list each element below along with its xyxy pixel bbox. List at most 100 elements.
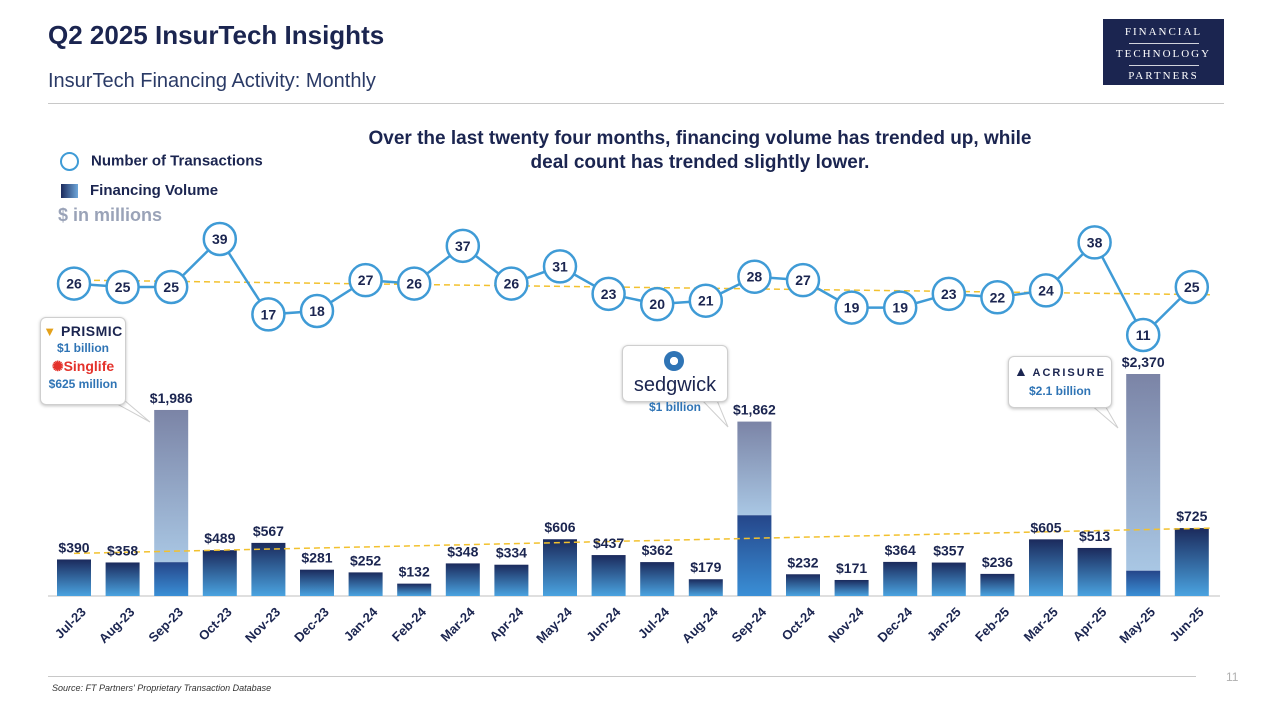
- prismic-name: PRISMIC: [60, 323, 123, 339]
- bar-nov-24: [834, 579, 869, 596]
- page-subtitle: InsurTech Financing Activity: Monthly: [48, 70, 376, 92]
- acrisure-name: ACRISURE: [1032, 367, 1106, 379]
- bar-jul-23: [57, 559, 91, 596]
- bar-value-label: $2,370: [1122, 354, 1165, 370]
- bar-jul-24: [640, 562, 675, 596]
- transaction-count-label: 38: [1087, 234, 1103, 250]
- bar-nov-23: [251, 542, 286, 596]
- bar-base-segment: [737, 515, 772, 596]
- bar-value-label: $357: [933, 543, 964, 559]
- bar-aug-24: [688, 579, 723, 596]
- ft-partners-logo: FINANCIAL TECHNOLOGY PARTNERS: [1103, 19, 1224, 85]
- x-tick-label: Jul-23: [52, 604, 89, 641]
- transaction-count-label: 24: [1038, 282, 1054, 298]
- bar-dec-24: [883, 561, 918, 596]
- prismic-logo: ▼ PRISMIC: [41, 323, 125, 339]
- x-tick-label: May-25: [1116, 604, 1158, 646]
- bar-highlight-segment: [737, 421, 772, 516]
- singlife-icon: ✺: [51, 358, 64, 374]
- prismic-icon: ▼: [43, 324, 57, 339]
- logo-line-3: PARTNERS: [1128, 70, 1199, 82]
- transaction-count-label: 18: [309, 303, 325, 319]
- transaction-count-label: 17: [261, 306, 277, 322]
- x-tick-label: Jun-25: [1166, 604, 1206, 644]
- acrisure-amount: $2.1 billion: [1028, 384, 1091, 398]
- bar-feb-25: [980, 573, 1015, 596]
- bar-value-label: $252: [350, 552, 381, 568]
- x-tick-label: Jan-25: [924, 604, 964, 644]
- bar-feb-24: [397, 583, 432, 596]
- bar-value-label: $171: [836, 560, 867, 576]
- x-tick-label: Oct-23: [195, 604, 234, 643]
- bar-jan-25: [931, 562, 966, 596]
- transaction-marker: [396, 266, 432, 301]
- bar-value-label: $567: [253, 523, 284, 539]
- bar-value-label: $358: [107, 542, 138, 558]
- sedgwick-name: sedgwick: [633, 374, 717, 396]
- x-tick-label: Nov-24: [825, 604, 867, 646]
- bar-value-label: $232: [787, 554, 818, 570]
- transaction-count-label: 26: [406, 276, 422, 292]
- bar-base-segment: [154, 562, 189, 596]
- x-tick-label: Mar-25: [1021, 604, 1061, 644]
- source-note: Source: FT Partners' Proprietary Transac…: [52, 683, 272, 693]
- transaction-marker: [542, 249, 578, 284]
- transaction-count-label: 23: [941, 286, 957, 302]
- x-tick-label: Jul-24: [635, 604, 673, 642]
- transaction-marker: [1125, 317, 1161, 353]
- bar-value-label: $348: [447, 543, 478, 559]
- transaction-marker: [980, 280, 1015, 315]
- x-tick-label: May-24: [533, 604, 575, 646]
- legend-transactions-label: Number of Transactions: [91, 152, 263, 170]
- transaction-count-label: 19: [844, 300, 860, 316]
- transaction-count-label: 23: [601, 286, 617, 302]
- callout-sep-24: sedgwick $1 billion: [622, 345, 728, 414]
- sedgwick-amount: $1 billion: [648, 400, 701, 414]
- bar-value-label: $1,862: [733, 402, 776, 418]
- x-tick-label: Feb-24: [389, 604, 430, 645]
- transaction-marker: [688, 283, 724, 318]
- x-tick-label: Sep-24: [729, 604, 770, 645]
- singlife-logo: ✺Singlife: [41, 358, 125, 375]
- chart-headline: Over the last twenty four months, financ…: [368, 128, 1032, 173]
- bar-value-label: $606: [544, 519, 575, 535]
- logo-divider: [1128, 43, 1199, 44]
- x-tick-label: Oct-24: [779, 604, 819, 644]
- x-tick-label: Apr-25: [1070, 604, 1110, 644]
- bar-value-label: $605: [1030, 519, 1061, 535]
- header-divider: [48, 103, 1224, 104]
- bar-mar-24: [445, 563, 480, 596]
- transaction-marker: [785, 262, 821, 298]
- legend-volume: Financing Volume: [60, 182, 218, 199]
- bar-value-label: $334: [496, 545, 527, 561]
- x-tick-label: Sep-23: [145, 604, 186, 645]
- transaction-marker: [494, 266, 529, 301]
- transaction-marker: [1077, 225, 1112, 260]
- legend-transactions: Number of Transactions: [60, 152, 263, 171]
- bar-dec-23: [300, 569, 334, 596]
- bar-value-label: $132: [399, 564, 430, 580]
- bar-oct-24: [786, 574, 820, 596]
- bar-base-segment: [1126, 570, 1161, 596]
- logo-divider: [1128, 65, 1199, 66]
- page-number: 11: [1226, 670, 1239, 684]
- transaction-marker: [348, 262, 383, 298]
- singlife-name: Singlife: [63, 358, 115, 374]
- transaction-count-label: 21: [698, 293, 714, 309]
- bar-highlight-segment: [154, 409, 189, 563]
- bar-value-label: $489: [204, 530, 235, 546]
- transaction-marker: [591, 276, 626, 312]
- transaction-count-label: 39: [212, 231, 228, 247]
- bar-value-label: $179: [690, 559, 721, 575]
- transaction-marker: [153, 269, 189, 305]
- legend-volume-label: Financing Volume: [90, 182, 219, 199]
- callout-may-25: ▲ ACRISURE $2.1 billion: [1008, 356, 1112, 408]
- prismic-amount: $1 billion: [56, 341, 109, 355]
- x-tick-label: Dec-23: [291, 604, 332, 645]
- sedgwick-logo: sedgwick: [623, 351, 727, 397]
- logo-line-1: FINANCIAL: [1124, 26, 1203, 38]
- transaction-count-label: 26: [66, 276, 82, 292]
- bar-may-24: [543, 539, 577, 596]
- transaction-count-label: 25: [1184, 279, 1200, 295]
